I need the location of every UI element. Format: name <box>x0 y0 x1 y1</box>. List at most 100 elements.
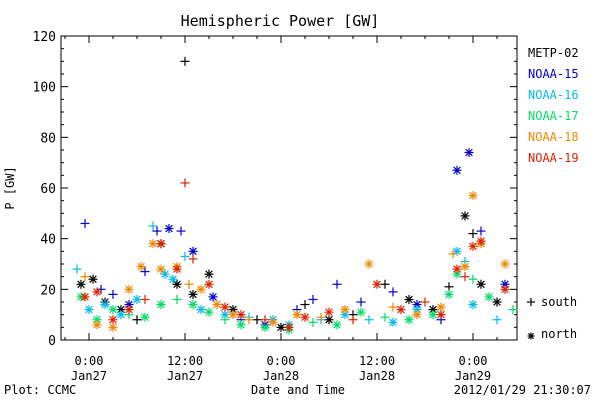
x-tick-label-date: Jan28 <box>359 369 395 383</box>
data-point <box>404 294 414 304</box>
data-point <box>316 312 326 322</box>
data-point <box>84 305 94 315</box>
data-point <box>152 226 162 236</box>
data-point <box>300 312 310 322</box>
data-point <box>108 322 118 332</box>
data-point <box>420 297 430 307</box>
data-point <box>348 315 358 325</box>
data-point <box>172 294 182 304</box>
data-point <box>476 236 486 246</box>
data-point <box>500 284 510 294</box>
data-point <box>208 292 218 302</box>
data-point <box>124 305 134 315</box>
data-point <box>492 297 502 307</box>
marker-legend-symbol <box>527 298 535 306</box>
legend-entry: NOAA-18 <box>528 130 579 144</box>
data-point <box>180 56 190 66</box>
data-point <box>132 315 142 325</box>
legend: METP-02 NOAA-15 NOAA-16 NOAA-17 NOAA-18 NOAA-… <box>528 46 579 165</box>
y-tick-label: 20 <box>40 283 56 298</box>
data-point <box>444 282 454 292</box>
data-point <box>300 300 310 310</box>
x-tick-label-time: 12:00 <box>359 354 395 368</box>
marker-legend-label: south <box>541 295 577 309</box>
data-point <box>108 315 118 325</box>
data-point <box>464 148 474 158</box>
x-tick-label-date: Jan28 <box>263 369 299 383</box>
data-point <box>468 191 478 201</box>
plot-timestamp: 2012/01/29 21:30:07 <box>454 383 591 397</box>
x-tick-label-date: Jan27 <box>167 369 203 383</box>
data-point <box>176 226 186 236</box>
data-point <box>364 315 374 325</box>
data-point <box>260 322 270 332</box>
data-point <box>172 279 182 289</box>
data-point <box>204 279 214 289</box>
data-point <box>72 264 82 274</box>
data-point <box>140 267 150 277</box>
data-point <box>188 300 198 310</box>
data-point <box>476 226 486 236</box>
data-point <box>132 294 142 304</box>
data-point <box>220 315 230 325</box>
data-point <box>156 239 166 249</box>
data-point <box>284 322 294 332</box>
data-point <box>220 302 230 312</box>
data-point <box>468 229 478 239</box>
data-point <box>80 272 90 282</box>
data-point <box>460 262 470 272</box>
x-tick-label-time: 0:00 <box>267 354 296 368</box>
plot-source-label: Plot: CCMC <box>4 383 76 397</box>
x-tick-label-date: Jan27 <box>71 369 107 383</box>
data-point <box>236 310 246 320</box>
data-point <box>476 279 486 289</box>
data-points <box>72 56 518 335</box>
data-point <box>452 246 462 256</box>
legend-entry: NOAA-16 <box>528 88 579 102</box>
data-point <box>364 259 374 269</box>
data-point <box>136 262 146 272</box>
data-point <box>508 305 518 315</box>
data-point <box>380 312 390 322</box>
data-point <box>452 264 462 274</box>
data-point <box>492 315 502 325</box>
data-point <box>412 310 422 320</box>
data-point <box>116 310 126 320</box>
data-point <box>452 165 462 175</box>
data-point <box>156 264 166 274</box>
data-point <box>308 317 318 327</box>
data-point <box>108 305 118 315</box>
data-point <box>500 259 510 269</box>
data-point <box>156 300 166 310</box>
data-point <box>356 297 366 307</box>
data-point <box>324 315 334 325</box>
y-tick-label: 40 <box>40 233 56 248</box>
data-point <box>140 294 150 304</box>
data-point <box>184 279 194 289</box>
data-point <box>100 300 110 310</box>
y-tick-label: 60 <box>40 182 56 197</box>
data-point <box>168 274 178 284</box>
data-point <box>260 315 270 325</box>
data-point <box>188 246 198 256</box>
x-axis: 0:00Jan2712:00Jan270:00Jan2812:00Jan280:… <box>64 36 498 383</box>
data-point <box>460 211 470 221</box>
data-point <box>188 254 198 264</box>
data-point <box>268 317 278 327</box>
y-axis-label: P [GW] <box>3 166 17 209</box>
data-point <box>148 221 158 231</box>
data-point <box>228 310 238 320</box>
data-point <box>80 292 90 302</box>
data-point <box>76 279 86 289</box>
data-point <box>468 300 478 310</box>
chart-title: Hemispheric Power [GW] <box>181 12 380 30</box>
x-axis-label: Date and Time <box>251 383 345 397</box>
data-point <box>80 218 90 228</box>
data-point <box>396 305 406 315</box>
data-point <box>356 307 366 317</box>
data-point <box>180 178 190 188</box>
data-point <box>160 269 170 279</box>
x-tick-label-time: 0:00 <box>459 354 488 368</box>
data-point <box>380 279 390 289</box>
